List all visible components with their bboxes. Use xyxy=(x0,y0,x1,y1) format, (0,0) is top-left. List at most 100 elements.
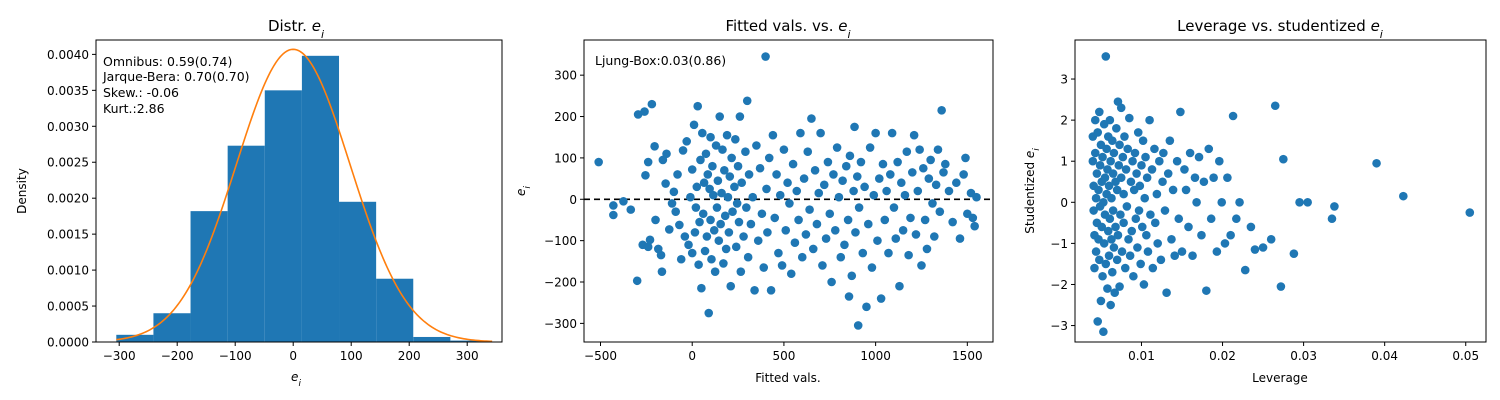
scatter-point-77 xyxy=(1124,234,1133,244)
scatter-point-101 xyxy=(1143,247,1153,256)
scatter-point-111 xyxy=(1156,255,1166,265)
scatter-point-192 xyxy=(917,261,926,270)
scatter-point-206 xyxy=(944,186,954,196)
x-tick-label-1: 0.02 xyxy=(1209,349,1236,363)
axis-ticks: 0.01 0.02 0.03 0.04 0.05 −3 −2 −1 0 1 2 3 xyxy=(1050,73,1479,363)
scatter-point-44 xyxy=(697,283,706,293)
scatter-point-148 xyxy=(1240,265,1250,275)
scatter-point-137 xyxy=(821,234,831,243)
scatter-point-92 xyxy=(742,96,752,106)
scatter-point-90 xyxy=(1134,206,1144,215)
scatter-point-98 xyxy=(1141,152,1150,162)
scatter-point-71 xyxy=(1119,189,1128,199)
scatter-point-74 xyxy=(723,192,733,202)
scatter-point-52 xyxy=(704,308,714,318)
scatter-point-163 xyxy=(863,219,873,229)
histogram-bar-0 xyxy=(116,334,154,342)
scatter-point-169 xyxy=(874,174,884,183)
e-italic: e xyxy=(1023,151,1037,158)
scatter-point-12 xyxy=(645,235,655,245)
scatter-point-45 xyxy=(1106,156,1115,166)
histogram-bar-5 xyxy=(301,55,340,343)
scatter-point-156 xyxy=(1289,249,1299,258)
y-tick-label-5: 2 xyxy=(1060,114,1068,128)
scatter-point-57 xyxy=(1112,124,1121,133)
scatter-point-36 xyxy=(1103,284,1112,293)
scatter-point-97 xyxy=(1140,193,1150,203)
scatter-point-78 xyxy=(1125,113,1134,123)
scatter-point-97 xyxy=(750,285,759,295)
scatter-point-37 xyxy=(690,228,700,237)
scatter-point-143 xyxy=(1223,173,1232,182)
scatter-point-93 xyxy=(1137,161,1146,170)
scatter-point-132 xyxy=(1194,152,1204,162)
y-tick-label-4: 1 xyxy=(1060,155,1068,169)
scatter-point-144 xyxy=(834,192,844,202)
scatter-point-55 xyxy=(706,215,715,225)
e-italic: e xyxy=(514,189,528,196)
scatter-point-145 xyxy=(836,252,846,262)
scatter-point-26 xyxy=(1099,327,1108,337)
scatter-point-83 xyxy=(1129,271,1138,281)
scatter-point-34 xyxy=(1102,144,1111,154)
scatter-point-32 xyxy=(1101,52,1111,61)
x-tick-label-4: 100 xyxy=(340,349,363,363)
scatter-point-181 xyxy=(897,178,906,188)
scatter-point-159 xyxy=(1327,214,1337,224)
y-tick-label-2: 0.0010 xyxy=(47,264,89,278)
axes-frame xyxy=(95,39,503,343)
scatter-point-179 xyxy=(893,157,902,167)
scatter-point-101 xyxy=(757,209,767,219)
scatter-point-49 xyxy=(1107,267,1117,277)
scatter-point-95 xyxy=(1138,136,1148,145)
scatter-point-1 xyxy=(609,201,618,210)
scatter-point-27 xyxy=(1099,198,1108,207)
scatter-point-119 xyxy=(788,159,798,169)
scatter-point-104 xyxy=(762,184,771,194)
scatter-point-120 xyxy=(790,238,800,248)
scatter-point-154 xyxy=(850,122,859,132)
scatter-point-100 xyxy=(1142,173,1152,182)
scatter-point-32 xyxy=(684,240,693,250)
y-tick-label-1: 0.0005 xyxy=(47,300,89,314)
scatter-point-113 xyxy=(777,261,787,270)
scatter-point-91 xyxy=(742,203,751,212)
scatter-point-176 xyxy=(887,128,897,138)
scatter-point-121 xyxy=(792,186,802,196)
scatter-point-207 xyxy=(948,217,957,227)
scatter-point-65 xyxy=(1116,210,1125,219)
y-tick-label-0: 0.0000 xyxy=(47,336,89,350)
scatter-point-34 xyxy=(687,248,697,258)
scatter-point-199 xyxy=(930,232,939,241)
scatter-point-127 xyxy=(1184,222,1193,232)
histogram-bar-8 xyxy=(413,336,451,342)
scatter-point-81 xyxy=(1127,226,1137,236)
scatter-point-168 xyxy=(873,236,882,245)
scatter-point-75 xyxy=(1122,202,1132,211)
axis-ticks: −500 0 500 1000 1500 −300 −200 −100 0 100 200 300 xyxy=(544,69,983,363)
scatter-point-33 xyxy=(1101,259,1111,269)
scatter-point-27 xyxy=(675,220,684,230)
scatter-point-13 xyxy=(1093,128,1102,137)
scatter-point-103 xyxy=(1146,210,1155,219)
scatter-point-46 xyxy=(698,209,708,219)
scatter-point-107 xyxy=(766,285,776,295)
scatter-point-152 xyxy=(1266,234,1276,244)
scatter-point-8 xyxy=(640,107,649,116)
scatter-points xyxy=(594,52,981,330)
scatter-point-143 xyxy=(832,143,842,152)
scatter-point-190 xyxy=(913,186,923,196)
scatter-point-12 xyxy=(1093,317,1102,326)
scatter-point-124 xyxy=(797,252,807,262)
scatter-point-70 xyxy=(1119,218,1128,228)
panel-fitted-vs-residuals: Fitted vals. vs. ei ei Fitted vals. −500… xyxy=(514,17,994,385)
x-tick-label-4: 0.05 xyxy=(1452,349,1479,363)
scatter-point-54 xyxy=(1110,288,1120,297)
scatter-point-73 xyxy=(722,130,732,140)
scatter-point-72 xyxy=(721,244,731,254)
scatter-point-107 xyxy=(1150,218,1160,228)
x-tick-label-5: 200 xyxy=(398,349,421,363)
scatter-point-195 xyxy=(922,244,932,254)
scatter-point-89 xyxy=(1133,128,1143,137)
